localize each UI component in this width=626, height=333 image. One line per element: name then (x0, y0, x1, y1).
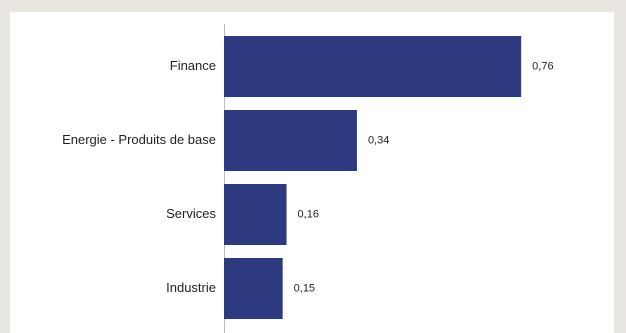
value-label: 0,16 (298, 208, 319, 220)
value-label: 0,76 (532, 60, 553, 72)
category-label: Energie - Produits de base (62, 132, 216, 147)
bar-industrie (224, 258, 283, 319)
category-label: Industrie (166, 280, 216, 295)
category-label: Finance (170, 58, 216, 73)
value-label: 0,34 (368, 134, 389, 146)
category-label: Services (166, 206, 216, 221)
bar-energie-produits-de-base (224, 110, 357, 171)
bar-finance (224, 36, 522, 97)
value-label: 0,15 (294, 282, 315, 294)
bar-services (224, 184, 287, 245)
